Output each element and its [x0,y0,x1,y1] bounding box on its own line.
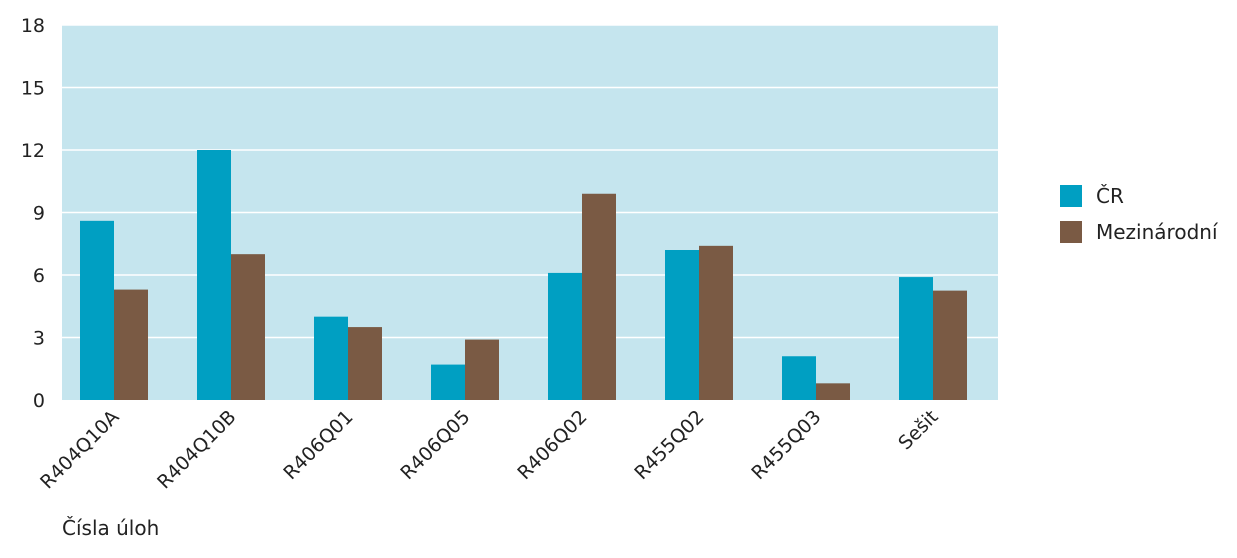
x-tick-label: Sešit [894,406,942,454]
legend: ČR Mezinárodní [1060,178,1218,250]
y-tick-label: 9 [33,203,45,225]
x-tick-label: R406Q02 [513,406,591,484]
bar-mezinarodni [348,327,382,400]
bar-cr [197,150,231,400]
legend-swatch-cr [1060,185,1082,207]
bar-mezinarodni [816,383,850,400]
legend-item-mezinarodni: Mezinárodní [1060,214,1218,250]
bar-mezinarodni [465,339,499,400]
y-tick-label: 12 [21,140,45,162]
y-tick-label: 3 [33,328,45,350]
x-tick-label: R404Q10B [153,406,240,493]
x-tick-label: R455Q02 [630,406,708,484]
y-tick-label: 6 [33,265,45,287]
bar-mezinarodni [231,254,265,400]
x-tick-label: R404Q10A [36,406,123,493]
y-tick-label: 18 [21,15,45,37]
y-tick-label: 0 [33,390,45,412]
bar-mezinarodni [582,193,616,400]
bar-cr [665,250,699,400]
bar-mezinarodni [114,289,148,400]
x-tick-label: R406Q01 [279,406,357,484]
x-tick-label: R455Q03 [747,406,825,484]
bar-cr [431,364,465,400]
y-tick-label: 15 [21,78,45,100]
x-tick-label: R406Q05 [396,406,474,484]
bar-cr [80,220,114,400]
bar-mezinarodni [933,290,967,400]
bar-cr [314,316,348,400]
legend-item-cr: ČR [1060,178,1218,214]
x-axis-label: Čísla úloh [62,516,160,540]
legend-label-cr: ČR [1096,184,1124,208]
bar-cr [782,356,816,400]
bar-cr [899,277,933,400]
legend-label-mezinarodni: Mezinárodní [1096,220,1218,244]
bar-mezinarodni [699,245,733,400]
bar-cr [548,272,582,400]
legend-swatch-mezinarodni [1060,221,1082,243]
